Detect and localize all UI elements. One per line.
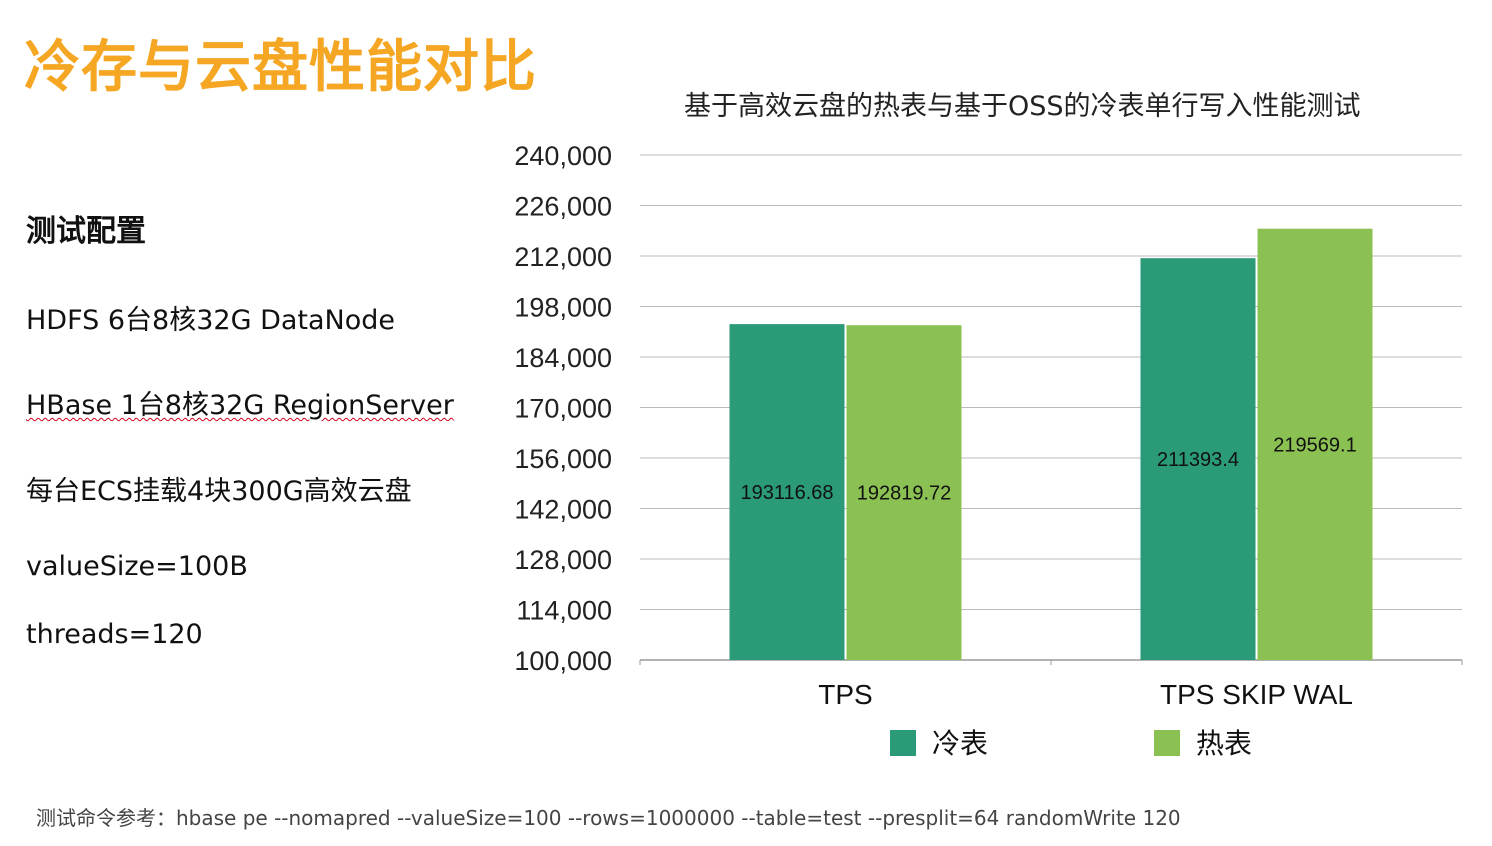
config-line-hdfs: HDFS 6台8核32G DataNode <box>26 305 396 336</box>
x-category-label: TPS <box>818 679 872 710</box>
bar <box>1140 258 1256 660</box>
bar <box>846 325 962 660</box>
y-tick-label: 240,000 <box>514 141 612 171</box>
x-category-label: TPS SKIP WAL <box>1160 679 1353 710</box>
y-tick-label: 156,000 <box>514 444 612 474</box>
legend-swatch <box>1154 730 1180 756</box>
config-heading: 测试配置 <box>26 214 146 249</box>
data-label: 211393.4 <box>1157 449 1239 471</box>
chart-title: 基于高效云盘的热表与基于OSS的冷表单行写入性能测试 <box>684 91 1361 122</box>
config-line-hbase: HBase 1台8核32G RegionServer <box>26 383 454 422</box>
config-line-threads: threads=120 <box>26 619 203 650</box>
slide-title: 冷存与云盘性能对比 <box>24 35 537 100</box>
config-line-ecs: 每台ECS挂载4块300G高效云盘 <box>26 476 412 507</box>
data-label: 192819.72 <box>857 483 952 505</box>
y-tick-label: 184,000 <box>514 343 612 373</box>
data-label: 193116.68 <box>740 482 833 504</box>
legend-swatch <box>890 730 916 756</box>
legend-label: 热表 <box>1196 727 1252 760</box>
footer-command: 测试命令参考：hbase pe --nomapred --valueSize=1… <box>36 806 1181 830</box>
y-tick-label: 170,000 <box>514 394 612 424</box>
y-tick-label: 212,000 <box>514 242 612 272</box>
y-tick-label: 128,000 <box>514 545 612 575</box>
y-tick-label: 142,000 <box>514 495 612 525</box>
y-tick-label: 198,000 <box>514 293 612 323</box>
bar <box>729 324 845 660</box>
config-line-valuesize: valueSize=100B <box>26 551 248 582</box>
data-label: 219569.1 <box>1273 434 1356 456</box>
y-tick-label: 100,000 <box>514 646 612 676</box>
y-tick-label: 226,000 <box>514 192 612 222</box>
config-line-hbase-text: HBase 1台8核32G RegionServer <box>26 390 454 421</box>
bar <box>1257 228 1373 660</box>
y-tick-label: 114,000 <box>516 596 612 626</box>
legend-label: 冷表 <box>932 727 988 760</box>
